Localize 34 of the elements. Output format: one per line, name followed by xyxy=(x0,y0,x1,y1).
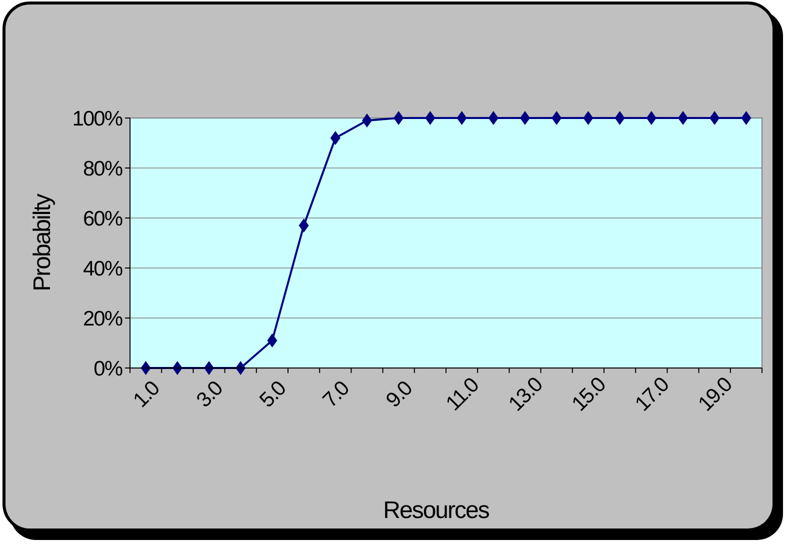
point xyxy=(710,111,720,125)
point xyxy=(362,114,372,128)
x-tick-label: 17.0 xyxy=(630,373,674,416)
x-tick-label: 3.0 xyxy=(192,376,228,412)
point xyxy=(425,111,436,125)
point xyxy=(646,111,656,125)
y-axis-title: Probabilty xyxy=(29,194,56,292)
point xyxy=(394,111,404,125)
y-tick-label: 20% xyxy=(82,307,122,330)
x-tick-label: 11.0 xyxy=(442,374,484,416)
point xyxy=(456,111,467,125)
point xyxy=(614,111,625,125)
x-axis-title: Resources xyxy=(383,497,490,524)
x-tick-label: 1.0 xyxy=(129,376,164,412)
y-tick-label: 80% xyxy=(82,157,122,180)
x-tick-label: 19.0 xyxy=(694,373,737,416)
y-tick-label: 60% xyxy=(82,207,122,230)
y-tick-label: 0% xyxy=(94,357,122,380)
x-tick-label: 9.0 xyxy=(382,376,417,412)
x-tick-label: 15.0 xyxy=(568,373,610,416)
x-tick-label: 13.0 xyxy=(504,373,547,416)
point xyxy=(520,111,530,125)
x-tick-label: 5.0 xyxy=(255,376,290,412)
point xyxy=(488,111,498,125)
x-tick-label: 7.0 xyxy=(318,376,354,412)
y-tick-label: 100% xyxy=(72,107,122,130)
y-tick-label: 40% xyxy=(82,257,122,280)
point xyxy=(741,111,752,125)
point xyxy=(330,131,340,145)
point xyxy=(583,111,594,125)
point xyxy=(678,111,688,125)
point xyxy=(267,334,278,348)
point xyxy=(552,111,562,125)
point xyxy=(298,218,309,232)
